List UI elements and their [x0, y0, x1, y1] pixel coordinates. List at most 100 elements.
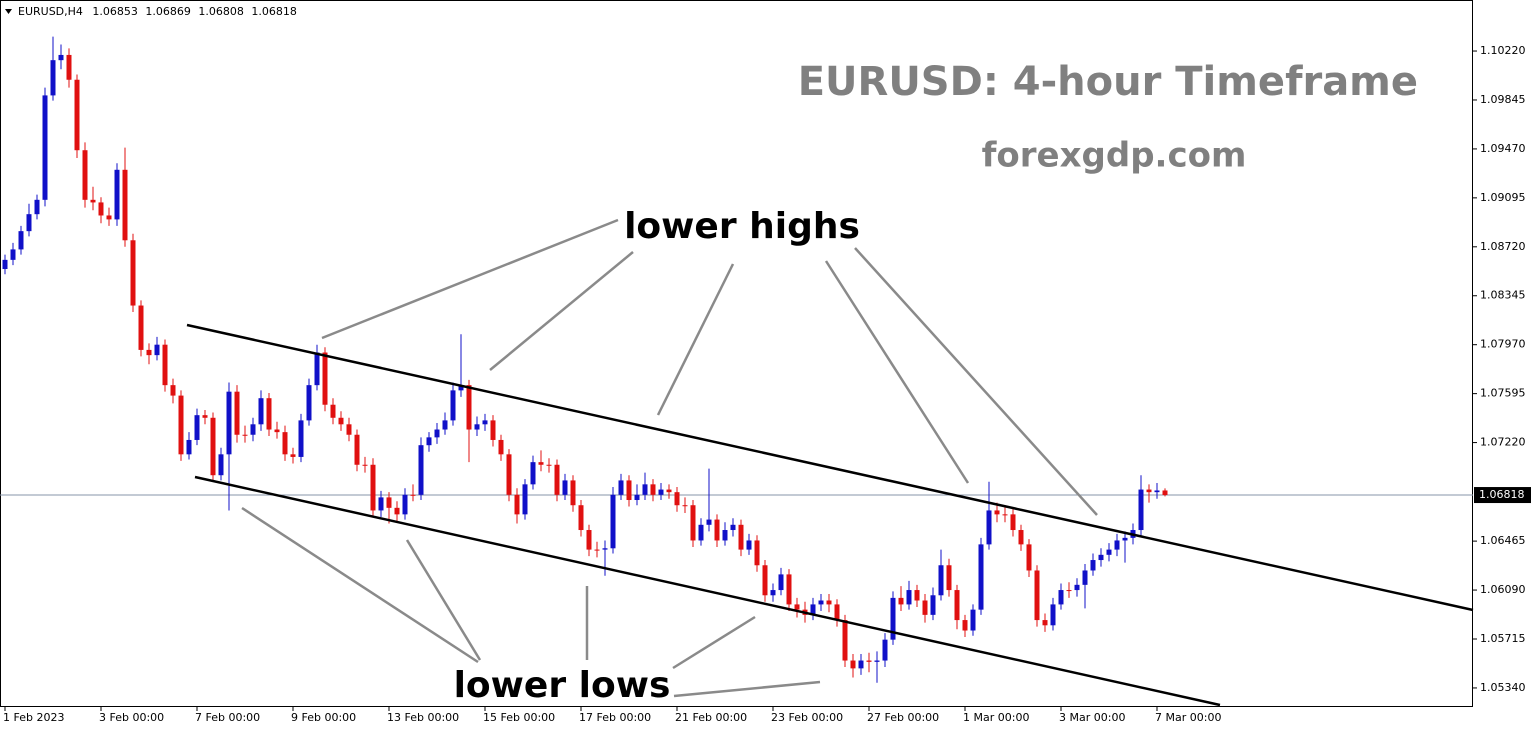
- y-tick-label: 1.09095: [1480, 191, 1526, 204]
- candle-body: [370, 464, 376, 511]
- pointer: [673, 680, 821, 698]
- candle-body: [362, 464, 368, 466]
- candle-body: [786, 574, 792, 605]
- candle-body: [506, 454, 512, 495]
- candle-body: [1034, 570, 1040, 621]
- y-tick-label: 1.09470: [1480, 142, 1526, 155]
- candle-body: [602, 548, 608, 550]
- candle-body: [450, 390, 456, 421]
- candle-body: [474, 424, 480, 430]
- candle-body: [618, 480, 624, 495]
- candle-body: [770, 590, 776, 596]
- candle-body: [890, 597, 896, 640]
- candle-body: [82, 150, 88, 200]
- annotation: lower highs: [624, 206, 860, 247]
- candle-body: [218, 454, 224, 476]
- candle-body: [666, 489, 672, 493]
- candle-body: [250, 424, 256, 435]
- candle-body: [498, 439, 504, 455]
- candle-body: [882, 639, 888, 661]
- candle-body: [978, 544, 984, 610]
- candle-body: [810, 604, 816, 615]
- candle-body: [954, 590, 960, 621]
- y-tick-label: 1.07970: [1480, 338, 1526, 351]
- candle-body: [1002, 514, 1008, 516]
- candle-body: [1066, 590, 1072, 592]
- candle-body: [586, 530, 592, 550]
- candle-body: [778, 574, 784, 591]
- candle-body: [306, 385, 312, 421]
- candle-body: [1042, 620, 1048, 626]
- y-tick-label: 1.05340: [1480, 681, 1526, 694]
- plot-frame: [0, 0, 1473, 707]
- y-tick-label: 1.08345: [1480, 289, 1526, 302]
- candle-body: [66, 54, 72, 80]
- y-tick-label: 1.06090: [1480, 583, 1526, 596]
- x-tick-label: 7 Mar 00:00: [1155, 711, 1221, 724]
- candle-body: [834, 604, 840, 621]
- y-tick-label: 1.07595: [1480, 387, 1526, 400]
- pointer: [672, 615, 756, 670]
- price-label: 1.06818: [1479, 488, 1525, 501]
- pointer: [405, 539, 482, 661]
- candle-body: [874, 660, 880, 662]
- candle-body: [226, 391, 232, 455]
- candle-body: [1026, 544, 1032, 571]
- candle-body: [906, 590, 912, 605]
- candle-body: [898, 597, 904, 605]
- candle-body: [578, 505, 584, 531]
- chart-subtitle: forexgdp.com: [982, 136, 1247, 176]
- candle-body: [682, 505, 688, 507]
- candle-body: [994, 510, 1000, 515]
- candle-body: [330, 404, 336, 418]
- candle-body: [298, 420, 304, 457]
- candle-body: [562, 480, 568, 495]
- candle-body: [914, 590, 920, 601]
- pointer: [489, 251, 634, 371]
- candle-body: [530, 462, 536, 485]
- candle-body: [1154, 490, 1160, 493]
- candle-body: [90, 199, 96, 203]
- channel-lower: [194, 475, 1221, 707]
- candles: [2, 36, 1168, 683]
- candle-body: [274, 429, 280, 433]
- candle-body: [930, 595, 936, 615]
- candle-body: [1138, 489, 1144, 531]
- candle-body: [426, 437, 432, 446]
- candle-body: [554, 464, 560, 495]
- candle-body: [122, 169, 128, 241]
- candle-body: [650, 484, 656, 495]
- candle-body: [18, 231, 24, 250]
- candle-body: [634, 494, 640, 501]
- candle-body: [538, 462, 544, 465]
- x-tick-label: 13 Feb 00:00: [387, 711, 459, 724]
- candle-body: [346, 424, 352, 435]
- x-tick-label: 21 Feb 00:00: [675, 711, 747, 724]
- candle-body: [546, 464, 552, 466]
- candle-body: [138, 305, 144, 350]
- candle-body: [258, 398, 264, 425]
- candle-body: [946, 565, 952, 591]
- pointer: [321, 218, 619, 340]
- candle-body: [730, 524, 736, 531]
- candle-body: [746, 540, 752, 550]
- candle-body: [242, 434, 248, 436]
- candle-body: [10, 249, 16, 260]
- candle-body: [826, 600, 832, 605]
- y-tick-label: 1.05715: [1480, 632, 1526, 645]
- candle-body: [842, 620, 848, 661]
- candle-body: [1146, 489, 1152, 493]
- x-tick-label: 27 Feb 00:00: [867, 711, 939, 724]
- header-low: 1.06808: [198, 5, 244, 18]
- candle-body: [42, 95, 48, 200]
- candle-body: [34, 199, 40, 215]
- candle-body: [354, 434, 360, 465]
- candle-body: [282, 432, 288, 455]
- pointer: [854, 247, 1098, 516]
- chart-title: EURUSD: 4-hour Timeframe: [798, 59, 1418, 105]
- candle-body: [170, 385, 176, 396]
- candle-body: [178, 395, 184, 455]
- candle-body: [962, 620, 968, 631]
- header-open: 1.06853: [92, 5, 138, 18]
- candle-body: [698, 524, 704, 541]
